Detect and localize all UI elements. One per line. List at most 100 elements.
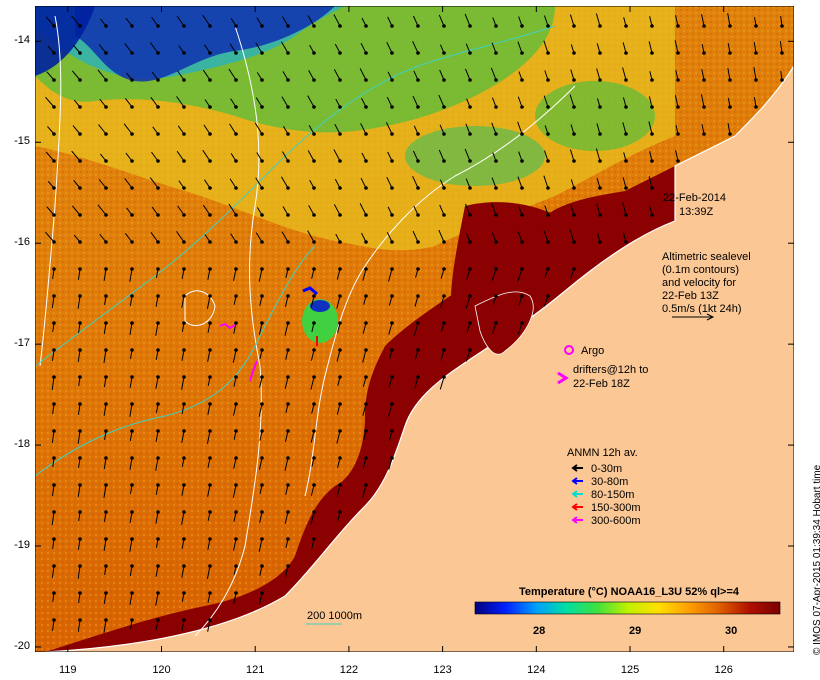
timestamp-time: 13:39Z: [679, 206, 714, 218]
velocity-arrow: [97, 204, 107, 216]
velocity-arrow: [151, 16, 159, 27]
velocity-arrow: [52, 484, 55, 496]
velocity-arrow-origin: [364, 105, 368, 109]
velocity-arrow: [71, 15, 81, 27]
velocity-arrow-origin: [286, 402, 290, 406]
velocity-arrow-origin: [338, 186, 342, 190]
velocity-arrow: [258, 592, 263, 605]
colorbar-bar: [474, 601, 781, 615]
velocity-arrow-origin: [494, 186, 498, 190]
velocity-arrow-origin: [338, 510, 342, 514]
velocity-arrow: [176, 150, 185, 162]
velocity-arrow-origin: [130, 51, 134, 55]
velocity-arrow-origin: [702, 51, 706, 55]
velocity-arrow-origin: [104, 537, 108, 541]
velocity-arrow: [176, 231, 185, 243]
velocity-arrow-origin: [234, 591, 238, 595]
velocity-arrow: [181, 565, 185, 578]
velocity-arrow: [517, 176, 523, 189]
velocity-arrow-origin: [208, 402, 212, 406]
velocity-arrow: [129, 592, 133, 605]
velocity-arrow-origin: [260, 51, 264, 55]
velocity-arrow-origin: [182, 24, 186, 28]
legend-item-label: 0-30m: [591, 463, 622, 475]
velocity-arrow-origin: [442, 105, 446, 109]
velocity-arrow-origin: [52, 456, 56, 460]
velocity-arrow-origin: [338, 213, 342, 217]
velocity-arrow: [97, 69, 107, 81]
velocity-arrow: [155, 565, 159, 577]
velocity-arrow-origin: [234, 456, 238, 460]
velocity-arrow: [233, 457, 237, 469]
velocity-arrow: [207, 403, 211, 415]
velocity-arrow: [258, 403, 263, 417]
velocity-arrow-origin: [572, 105, 576, 109]
velocity-arrow-origin: [338, 429, 342, 433]
velocity-arrow-origin: [338, 294, 342, 298]
velocity-arrow: [517, 41, 523, 54]
velocity-arrow-origin: [364, 240, 368, 244]
velocity-arrow: [71, 70, 81, 81]
velocity-arrow: [285, 565, 289, 577]
velocity-arrow: [51, 376, 55, 390]
sst-map[interactable]: 22-Feb-2014 13:39Z Altimetric sealevel (…: [34, 5, 795, 653]
velocity-arrow: [103, 403, 107, 416]
velocity-arrow-origin: [52, 159, 56, 163]
velocity-arrow-origin: [546, 240, 550, 244]
velocity-arrow-origin: [754, 51, 758, 55]
eddy-core: [310, 300, 330, 312]
velocity-arrow-origin: [130, 132, 134, 136]
velocity-arrow-origin: [234, 78, 238, 82]
isobath-1000m: [34, 25, 556, 367]
velocity-arrow-origin: [546, 267, 550, 271]
lat-tick-label: -14: [14, 34, 30, 47]
velocity-arrow-origin: [468, 132, 472, 136]
velocity-arrow-origin: [78, 510, 82, 514]
velocity-arrow-origin: [624, 51, 628, 55]
velocity-arrow-origin: [52, 78, 56, 82]
velocity-arrow-origin: [390, 375, 394, 379]
velocity-arrow: [492, 322, 497, 334]
velocity-arrow-origin: [104, 159, 108, 163]
velocity-arrow-origin: [520, 240, 524, 244]
velocity-arrow-origin: [260, 105, 264, 109]
velocity-arrow-origin: [546, 105, 550, 109]
velocity-arrow-origin: [312, 240, 316, 244]
velocity-arrow-origin: [234, 483, 238, 487]
colorbar: Temperature (°C) NOAA16_L3U 52% ql>=4 28…: [474, 586, 781, 637]
velocity-arrow-origin: [156, 483, 160, 487]
velocity-arrow-origin: [364, 78, 368, 82]
velocity-arrow: [569, 94, 575, 108]
velocity-arrow-origin: [260, 510, 264, 514]
velocity-arrow-origin: [442, 240, 446, 244]
velocity-arrow-origin: [650, 78, 654, 82]
velocity-arrow: [181, 376, 185, 390]
eddy-contour: [184, 290, 216, 326]
velocity-arrow: [544, 150, 549, 162]
velocity-arrow: [51, 295, 55, 308]
velocity-arrow-origin: [52, 375, 56, 379]
velocity-arrow: [177, 70, 185, 81]
velocity-arrow-origin: [260, 591, 264, 595]
velocity-arrow-origin: [624, 105, 628, 109]
velocity-arrow-origin: [208, 375, 212, 379]
altimetry-line-4: 22-Feb 13Z: [662, 290, 719, 302]
velocity-arrow-origin: [208, 186, 212, 190]
velocity-arrow: [570, 204, 575, 216]
velocity-arrow-origin: [234, 429, 238, 433]
velocity-arrow-origin: [104, 132, 108, 136]
velocity-arrow-origin: [234, 564, 238, 568]
velocity-arrow-origin: [364, 429, 368, 433]
velocity-arrow-origin: [52, 213, 56, 217]
velocity-arrow: [517, 322, 523, 335]
velocity-arrow-origin: [260, 456, 264, 460]
velocity-arrow: [464, 148, 471, 162]
velocity-arrow-origin: [182, 402, 186, 406]
lon-tick-label: 123: [433, 664, 452, 676]
velocity-arrow-origin: [130, 402, 134, 406]
velocity-arrow-origin: [572, 213, 576, 217]
velocity-arrow: [228, 203, 237, 216]
velocity-arrow: [622, 177, 627, 189]
velocity-arrow-origin: [130, 483, 134, 487]
velocity-arrow: [280, 41, 289, 54]
